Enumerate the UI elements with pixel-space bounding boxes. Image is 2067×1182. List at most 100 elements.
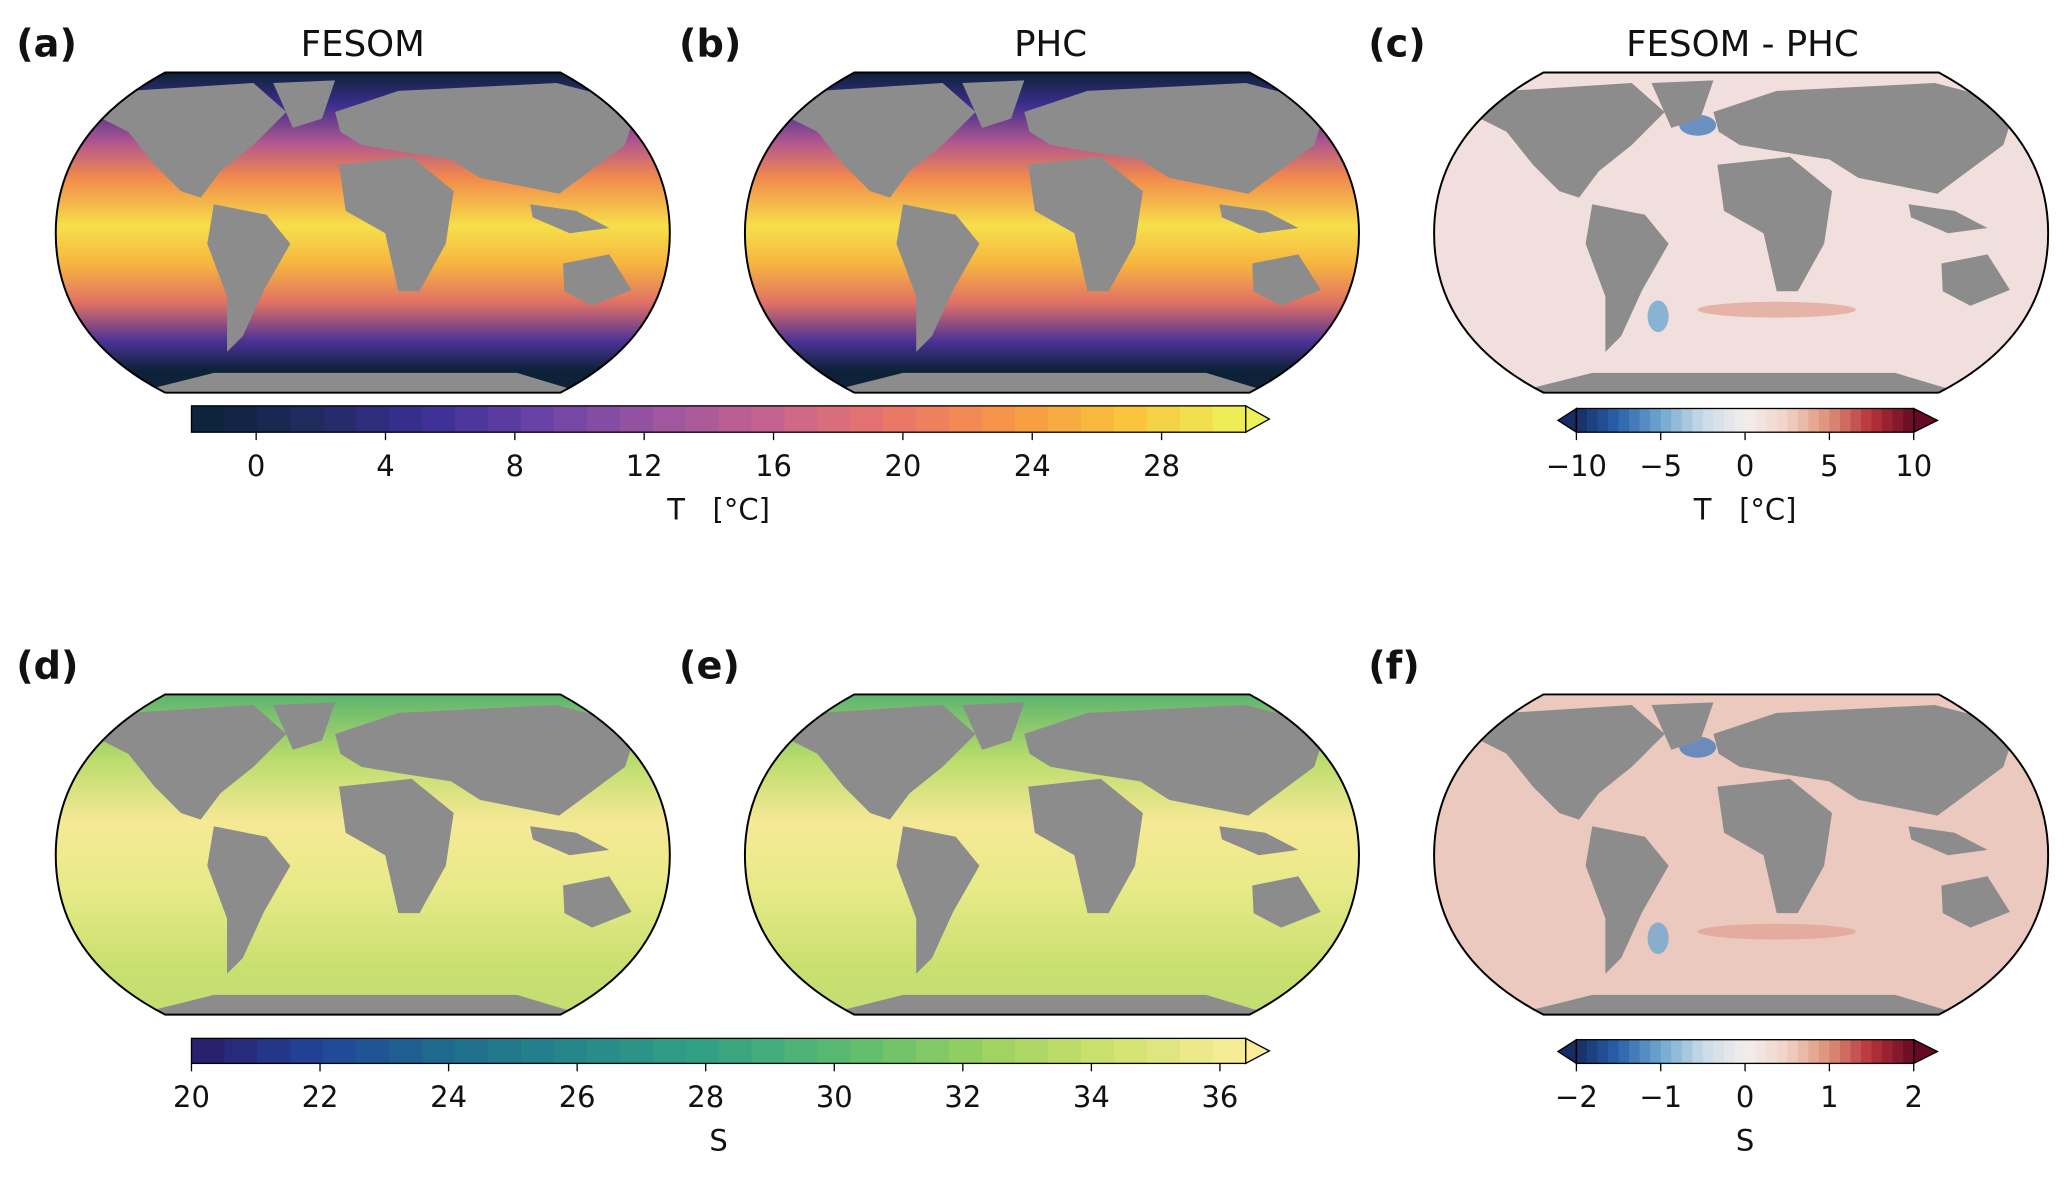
tick-label: 0 <box>1736 449 1754 483</box>
colorbar-segment <box>1597 1039 1609 1064</box>
colorbar-segment <box>982 1038 1016 1064</box>
colorbar-segment <box>1797 1039 1809 1064</box>
tick-label: 0 <box>1736 1080 1754 1114</box>
colorbar-segment <box>1681 1039 1694 1064</box>
colorbar-segment <box>224 405 259 433</box>
colorbar-segment <box>751 1038 786 1064</box>
tick-label: 8 <box>506 449 524 483</box>
colorbar-segment <box>1745 408 1757 433</box>
colorbar-segment <box>1576 1039 1588 1064</box>
colorbar-segment <box>1713 1039 1725 1064</box>
panel-label: (d) <box>16 645 78 689</box>
colorbar-segment <box>1576 408 1588 433</box>
colorbar-segment <box>1660 408 1672 433</box>
colorbar-segment <box>1808 408 1820 433</box>
colorbar-segment <box>1882 408 1894 433</box>
colorbar-segment <box>1787 408 1799 433</box>
colorbar-segment <box>1755 1039 1767 1064</box>
colorbar-segment <box>949 405 983 433</box>
colorbar-segment <box>1650 1039 1662 1064</box>
colorbar-segment <box>784 405 819 433</box>
colorbar-segment <box>1766 1039 1778 1064</box>
colorbar-segment <box>1861 408 1873 433</box>
colorbar-segment <box>553 405 588 433</box>
tick-label: 30 <box>816 1080 853 1114</box>
colorbar-segment <box>685 1038 720 1064</box>
anomaly <box>1647 922 1669 955</box>
colorbar-segment <box>619 1038 654 1064</box>
tick-label: 28 <box>687 1080 724 1114</box>
colorbar-segment <box>1015 405 1049 433</box>
tick-label: 20 <box>884 449 921 483</box>
colorbar-segment <box>455 405 489 433</box>
colorbar-segment <box>1787 1039 1799 1064</box>
colorbar-segment <box>422 405 456 433</box>
map <box>743 71 1360 394</box>
colorbar-segment <box>520 405 555 433</box>
colorbar-segment <box>1608 408 1620 433</box>
colorbar-segment <box>290 1038 324 1064</box>
colorbar-segment <box>1681 408 1694 433</box>
anomaly <box>1697 923 1856 940</box>
colorbar-segment <box>685 405 720 433</box>
colorbar-segment <box>1850 408 1862 433</box>
panel-label: (f) <box>1368 645 1420 689</box>
colorbar-segment <box>1850 1039 1862 1064</box>
colorbar-extend <box>1913 407 1939 434</box>
colorbar-segment <box>1618 408 1630 433</box>
colorbar-segment <box>850 405 884 433</box>
colorbar-segment <box>191 405 226 433</box>
colorbar-segment <box>1702 408 1715 433</box>
tick-label: 4 <box>376 449 394 483</box>
map-body <box>55 72 670 393</box>
colorbar-segment <box>1671 1039 1683 1064</box>
tick-label: 12 <box>626 449 663 483</box>
colorbar-segment <box>257 1038 291 1064</box>
colorbar-segment <box>422 1038 456 1064</box>
colorbar-segment <box>718 405 753 433</box>
colorbar-segment <box>1639 408 1651 433</box>
tick-label: 24 <box>430 1080 467 1114</box>
tick-label: 22 <box>302 1080 339 1114</box>
colorbar-segment <box>1179 405 1214 433</box>
colorbar-segment <box>323 1038 357 1064</box>
colorbar-segment <box>1146 1038 1181 1064</box>
colorbar-segment <box>1618 1039 1630 1064</box>
colorbar-label: T [°C] <box>1693 492 1797 526</box>
colorbar-segment <box>1723 408 1736 433</box>
colorbar-extend <box>1556 1038 1578 1065</box>
colorbar-segment <box>1776 1039 1788 1064</box>
colorbar-segment <box>1586 408 1599 433</box>
colorbar-segment <box>586 405 621 433</box>
tick-label: 32 <box>944 1080 981 1114</box>
colorbar-segment <box>1639 1039 1651 1064</box>
colorbar-segment <box>652 1038 687 1064</box>
colorbar-segment <box>290 405 324 433</box>
map-outline <box>743 71 1360 394</box>
tick-label: 24 <box>1014 449 1051 483</box>
colorbar-segment <box>652 405 687 433</box>
panel-title: FESOM <box>301 24 425 65</box>
colorbar-extend <box>1556 407 1578 434</box>
colorbar-segment <box>949 1038 983 1064</box>
colorbar-segment <box>455 1038 489 1064</box>
colorbar-segment <box>817 1038 851 1064</box>
panel-title: PHC <box>1014 24 1087 65</box>
colorbar-segment <box>916 1038 950 1064</box>
colorbar-segment <box>1080 1038 1115 1064</box>
tick-label: −10 <box>1546 449 1607 483</box>
tick-label: 34 <box>1073 1080 1110 1114</box>
map-outline <box>1433 71 2050 394</box>
colorbar-segment <box>1871 408 1883 433</box>
colorbar-segment <box>1797 408 1809 433</box>
map-outline <box>743 693 1360 1016</box>
colorbar-segment <box>1861 1039 1873 1064</box>
panel-label: (a) <box>16 23 77 67</box>
tick-label: 10 <box>1895 449 1932 483</box>
colorbar-label: S <box>709 1123 727 1157</box>
colorbar-segment <box>1692 1039 1704 1064</box>
map-body <box>1434 72 2049 393</box>
colorbar-segment <box>1745 1039 1757 1064</box>
colorbar-segment <box>883 1038 917 1064</box>
colorbar-segment <box>1839 408 1852 433</box>
